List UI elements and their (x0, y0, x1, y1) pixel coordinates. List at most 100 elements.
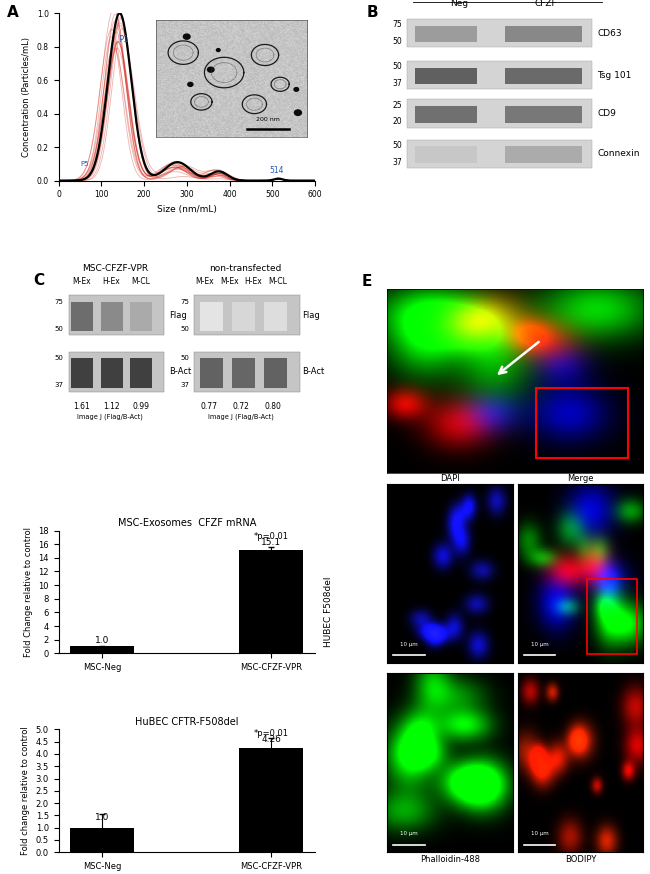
Bar (408, 19, 592, 47)
Bar (70, 828, 135, 852)
Text: Image J (Flag/B-Act): Image J (Flag/B-Act) (77, 413, 143, 420)
Text: B-Act: B-Act (302, 367, 324, 376)
Text: 1.12: 1.12 (103, 401, 120, 411)
Text: CD9: CD9 (597, 109, 616, 118)
Bar (264, 302, 287, 331)
Text: 75: 75 (55, 299, 64, 305)
Text: 20: 20 (393, 117, 402, 127)
Text: 0.80: 0.80 (265, 401, 281, 411)
Text: 50: 50 (393, 141, 402, 150)
Text: 0.99: 0.99 (132, 401, 149, 411)
Text: M-CL: M-CL (268, 277, 287, 286)
Text: 50: 50 (393, 37, 402, 46)
Bar (415, 67, 476, 84)
Text: non-transfected: non-transfected (209, 264, 282, 273)
Text: B-Act: B-Act (169, 367, 191, 376)
Text: A: A (7, 4, 19, 20)
Text: 50: 50 (55, 326, 64, 332)
Text: P5: P5 (81, 162, 89, 167)
Text: B: B (367, 4, 378, 20)
Bar (101, 358, 123, 388)
Text: Neg: Neg (450, 0, 468, 8)
Bar (505, 146, 582, 163)
Text: 25: 25 (393, 101, 402, 110)
Title: DAPI: DAPI (440, 474, 460, 483)
Text: 50: 50 (181, 355, 189, 361)
Title: HuBEC CFTR-F508del: HuBEC CFTR-F508del (135, 718, 239, 727)
Text: M-Ex: M-Ex (72, 277, 91, 286)
X-axis label: Size (nm/mL): Size (nm/mL) (157, 205, 216, 214)
Y-axis label: Fold change relative to control: Fold change relative to control (21, 726, 30, 855)
Bar (69, 295, 164, 336)
Text: *p=0.01: *p=0.01 (254, 729, 289, 738)
Bar (587, 579, 637, 654)
Bar (408, 140, 592, 168)
Text: HUBEC F508del: HUBEC F508del (324, 577, 333, 647)
Bar (239, 551, 304, 653)
Bar (408, 100, 592, 128)
Bar (131, 358, 152, 388)
Bar (264, 358, 287, 388)
Text: 514: 514 (269, 165, 284, 175)
Text: 1.0: 1.0 (95, 813, 109, 822)
Bar (505, 25, 582, 43)
Y-axis label: Fold Change relative to control: Fold Change relative to control (23, 527, 32, 657)
Bar (408, 61, 592, 89)
Text: 1.61: 1.61 (73, 401, 90, 411)
X-axis label: BODIPY: BODIPY (565, 855, 596, 864)
Bar (505, 106, 582, 123)
Bar (101, 302, 123, 331)
Text: 50: 50 (55, 355, 64, 361)
Bar (415, 106, 476, 123)
Bar (536, 388, 628, 458)
Text: Flag: Flag (169, 311, 187, 320)
Text: Connexin: Connexin (597, 149, 640, 158)
X-axis label: Phalloidin-488: Phalloidin-488 (420, 855, 480, 864)
Text: 15.1: 15.1 (261, 538, 281, 547)
Text: *p=0.01: *p=0.01 (254, 531, 289, 541)
Bar (72, 358, 93, 388)
Text: M-Ex: M-Ex (196, 277, 214, 286)
Text: MSC-CFZF-VPR: MSC-CFZF-VPR (82, 264, 148, 273)
Text: CD63: CD63 (597, 29, 622, 38)
Text: 50: 50 (393, 62, 402, 71)
Bar (239, 747, 304, 852)
Bar (194, 351, 300, 392)
Text: 75: 75 (393, 20, 402, 30)
Title: Merge: Merge (567, 474, 594, 483)
Text: 1.0: 1.0 (95, 635, 109, 645)
Bar (200, 358, 223, 388)
Bar (70, 647, 135, 653)
Bar (131, 302, 152, 331)
Text: P1: P1 (118, 35, 129, 44)
Text: 0.77: 0.77 (200, 401, 217, 411)
Text: H-Ex: H-Ex (244, 277, 263, 286)
Bar (415, 146, 476, 163)
Text: 10 μm: 10 μm (531, 642, 549, 647)
Text: Flag: Flag (302, 311, 320, 320)
Text: 37: 37 (55, 382, 64, 388)
Text: 10 μm: 10 μm (400, 831, 418, 836)
Text: 4.26: 4.26 (261, 735, 281, 744)
Title: MSC-Exosomes  CFZF mRNA: MSC-Exosomes CFZF mRNA (118, 518, 256, 529)
Text: 37: 37 (180, 382, 189, 388)
Text: 75: 75 (181, 299, 189, 305)
Bar (72, 302, 93, 331)
Text: 0.72: 0.72 (232, 401, 249, 411)
Bar (69, 351, 164, 392)
Text: C: C (33, 273, 44, 288)
Text: H-Ex: H-Ex (102, 277, 120, 286)
Bar (231, 358, 255, 388)
Text: Image J (Flag/B-Act): Image J (Flag/B-Act) (208, 413, 274, 420)
Bar (415, 25, 476, 43)
Text: CFZF: CFZF (535, 0, 557, 8)
Text: M-CL: M-CL (131, 277, 150, 286)
Text: M-Ex: M-Ex (220, 277, 239, 286)
Text: 10 μm: 10 μm (531, 831, 549, 836)
Text: 50: 50 (181, 326, 189, 332)
Bar (194, 295, 300, 336)
Bar (200, 302, 223, 331)
Text: Tsg 101: Tsg 101 (597, 71, 632, 80)
Bar (231, 302, 255, 331)
Text: 37: 37 (393, 79, 402, 88)
